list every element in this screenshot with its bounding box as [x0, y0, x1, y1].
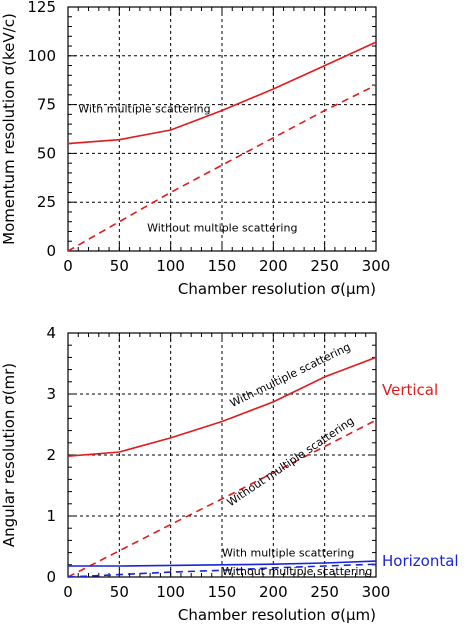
chart-angular-resolution: 0 50 100 150 200 250 300 0 1 2 3 4 Chamber resolutio…	[0, 324, 459, 624]
annotation-label: Without multiple scattering	[222, 565, 372, 578]
x-tick-label: 100	[156, 257, 185, 275]
x-tick-label: 300	[362, 257, 391, 275]
y-tick-label: 75	[37, 96, 56, 114]
annotation-label: With multiple scattering	[78, 102, 210, 115]
series-line-dashed-3	[67, 563, 377, 578]
x-axis-label: Chamber resolution σ(μm)	[178, 280, 376, 298]
x-tick-label: 0	[63, 583, 73, 601]
y-axis-label: Angular resolution σ(mr)	[0, 363, 18, 547]
side-label-vertical: Vertical	[382, 381, 438, 399]
series-line-solid-0	[67, 41, 377, 145]
y-tick-label: 0	[46, 568, 56, 586]
x-tick-label: 200	[259, 257, 288, 275]
x-tick-label: 300	[362, 583, 391, 601]
chart-momentum-resolution: 0 50 100 150 200 250 300 0 25 50 75 100 125 Chamber r…	[0, 0, 390, 298]
series-line-dashed-1	[67, 419, 377, 578]
y-axis-label: Momentum resolution σ(keV/c)	[0, 13, 18, 245]
annotation-label: Without multiple scattering	[225, 414, 357, 509]
y-tick-label: 50	[37, 144, 56, 162]
x-tick-label: 150	[208, 583, 237, 601]
y-tick-label: 1	[46, 507, 56, 525]
y-tick-label: 0	[46, 242, 56, 260]
x-tick-label: 0	[63, 257, 73, 275]
series-line-solid-0	[67, 356, 377, 457]
x-tick-label: 50	[110, 583, 129, 601]
y-tick-label: 4	[46, 324, 56, 342]
y-tick-label: 125	[27, 0, 56, 16]
annotation-label: With multiple scattering	[222, 547, 354, 560]
x-tick-label: 250	[310, 257, 339, 275]
x-tick-label: 200	[259, 583, 288, 601]
x-tick-label: 50	[110, 257, 129, 275]
y-tick-label: 3	[46, 385, 56, 403]
x-axis-label: Chamber resolution σ(μm)	[178, 606, 376, 624]
y-tick-label: 25	[37, 193, 56, 211]
side-label-horizontal: Horizontal	[382, 552, 459, 570]
y-tick-label: 2	[46, 446, 56, 464]
annotation-label: With multiple scattering	[228, 340, 353, 410]
annotation-label: Without multiple scattering	[147, 221, 297, 234]
y-tick-label: 100	[27, 47, 56, 65]
x-tick-label: 150	[208, 257, 237, 275]
series-line-dashed-1	[67, 84, 377, 252]
x-tick-label: 100	[156, 583, 185, 601]
x-tick-label: 250	[310, 583, 339, 601]
